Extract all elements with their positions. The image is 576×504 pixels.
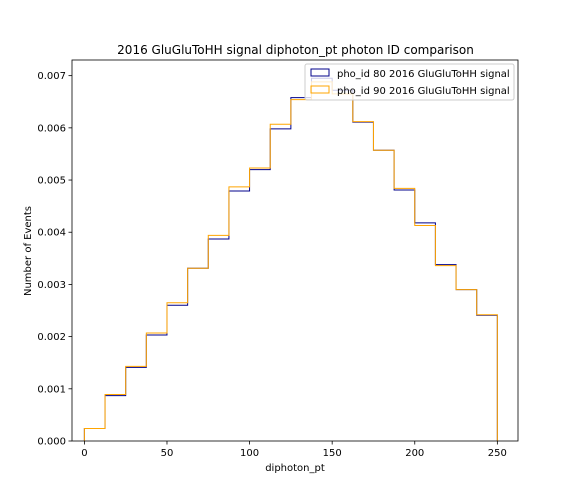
legend-box (304, 63, 515, 101)
legend: pho_id 80 2016 GluGluToHH signal pho_id … (304, 63, 515, 101)
y-tick-label: 0.000 (37, 437, 66, 448)
series-layer (83, 77, 498, 441)
x-tick-label: 0 (81, 448, 87, 459)
series-line-pho-id-90 (83, 81, 498, 441)
y-tick-label: 0.005 (37, 176, 66, 187)
y-tick-label: 0.001 (37, 384, 66, 395)
y-axis: 0.000 0.001 0.002 0.003 0.004 0.005 0.006 0.007 (37, 71, 72, 448)
chart-title: 2016 GluGluToHH signal diphoton_pt photo… (117, 43, 474, 57)
x-tick-label: 200 (405, 448, 424, 459)
x-tick-label: 100 (240, 448, 259, 459)
y-tick-label: 0.003 (37, 280, 66, 291)
x-tick-label: 150 (323, 448, 342, 459)
x-axis: 0 50 100 150 200 250 (81, 441, 507, 459)
plot-background (72, 60, 518, 441)
y-tick-label: 0.007 (37, 71, 66, 82)
y-tick-label: 0.006 (37, 123, 66, 134)
legend-label-pho-id-90: pho_id 90 2016 GluGluToHH signal (337, 86, 510, 97)
x-tick-label: 50 (161, 448, 174, 459)
x-tick-label: 250 (488, 448, 507, 459)
y-tick-label: 0.002 (37, 332, 66, 343)
y-axis-label: Number of Events (23, 206, 34, 296)
legend-swatch-pho-id-90 (310, 85, 330, 94)
y-tick-label: 0.004 (37, 228, 66, 239)
legend-swatch-pho-id-80 (310, 68, 330, 77)
plot-area (72, 60, 518, 441)
legend-label-pho-id-80: pho_id 80 2016 GluGluToHH signal (337, 69, 510, 80)
plot-frame (71, 59, 519, 442)
x-axis-label: diphoton_pt (265, 463, 325, 474)
